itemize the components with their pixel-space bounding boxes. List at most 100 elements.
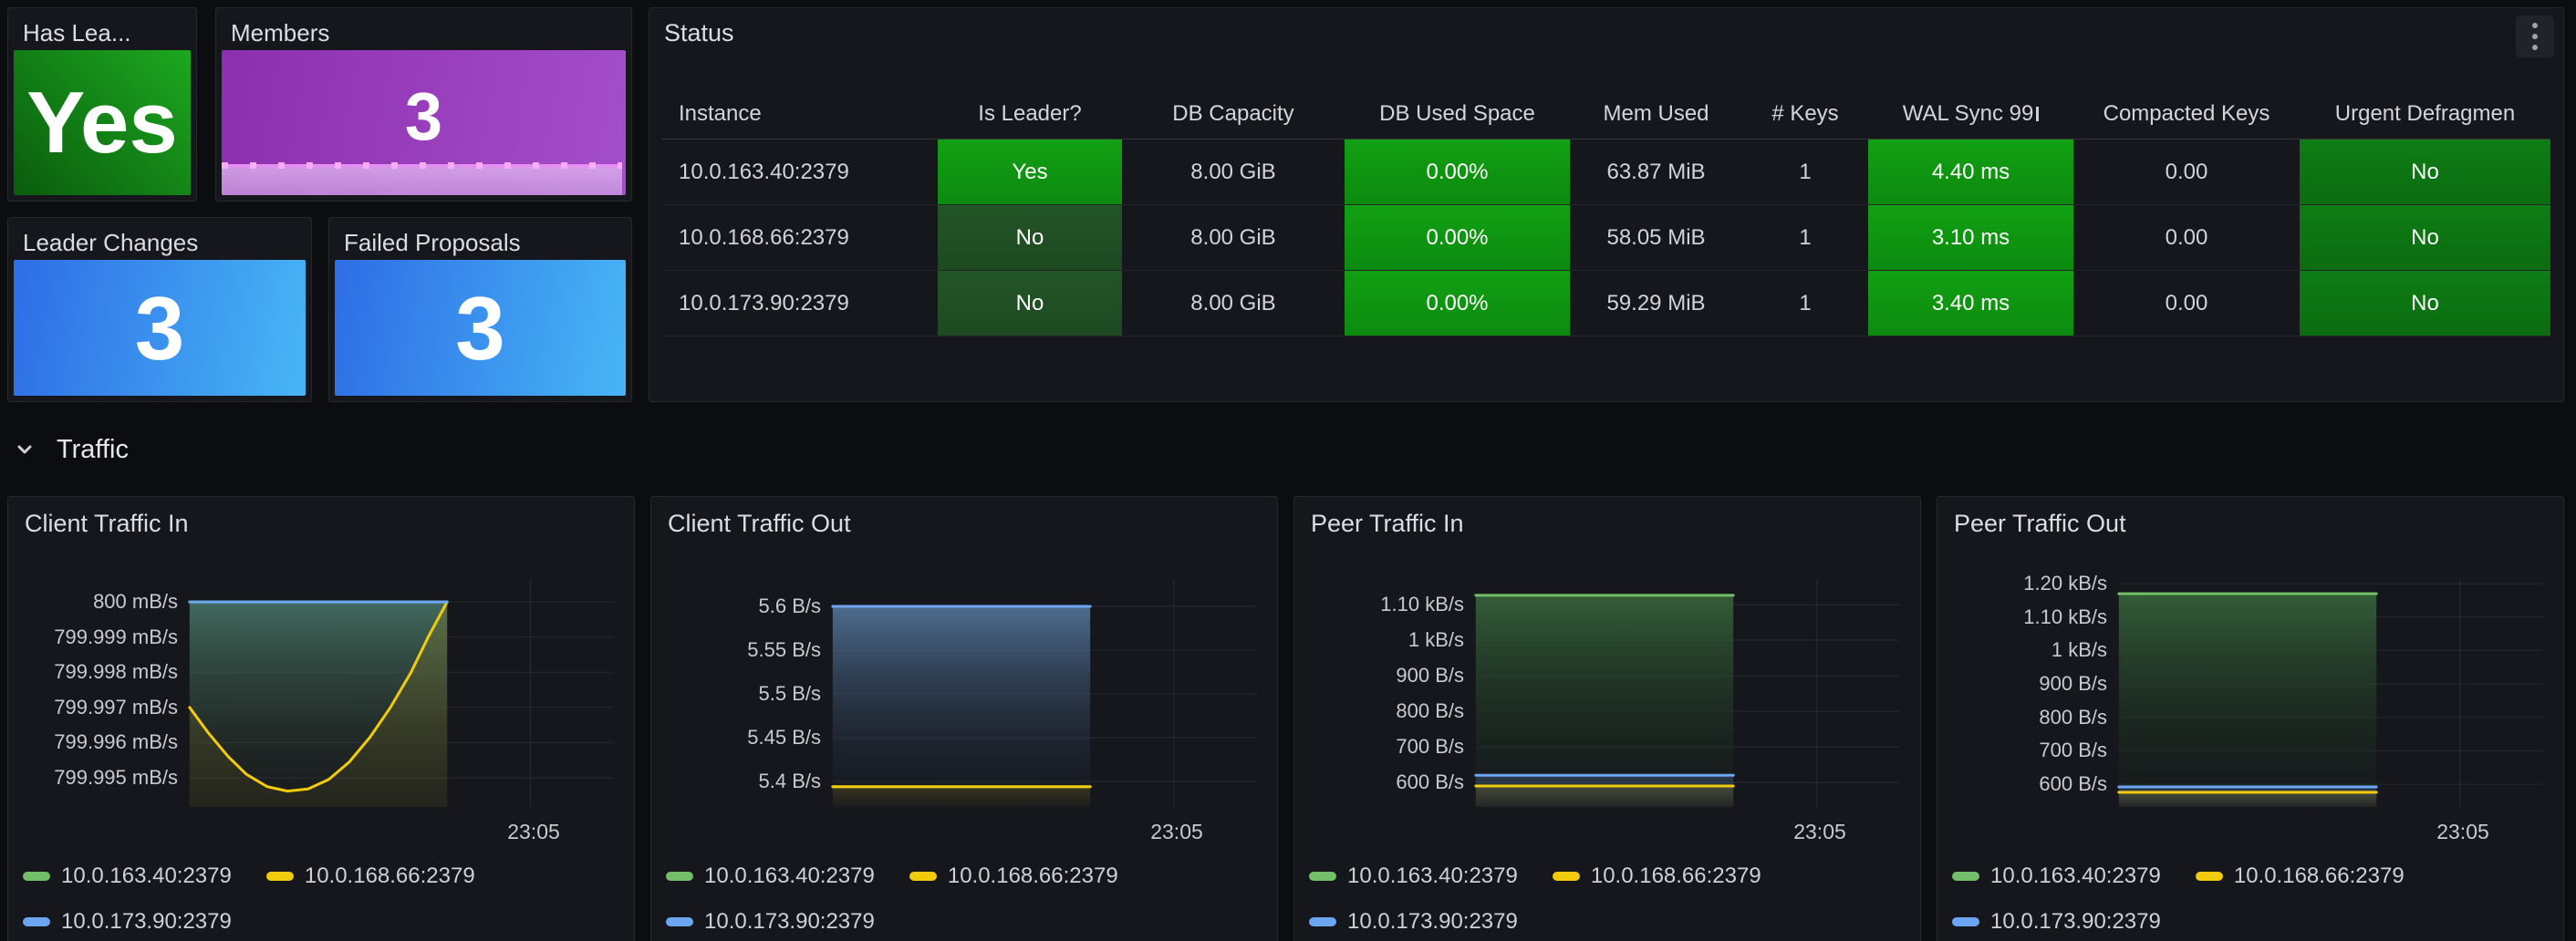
chart-legend: 10.0.163.40:2379 10.0.168.66:2379 10.0.173… xyxy=(1952,863,2543,935)
legend-item[interactable]: 10.0.173.90:2379 xyxy=(1952,909,2161,935)
chart-legend: 10.0.163.40:2379 10.0.168.66:2379 10.0.173… xyxy=(1309,863,1900,935)
col-header-is-leader[interactable]: Is Leader? xyxy=(978,100,1082,126)
traffic-charts-row: Client Traffic In 800 mB/s 799.999 mB/s 79… xyxy=(7,496,2564,941)
members-sparkline xyxy=(222,162,622,195)
chart-peer-traffic-in: 1.10 kB/s 1 kB/s 900 B/s 800 B/s 700 B/s 600 … xyxy=(1294,497,1920,941)
col-header-urgent-defragment[interactable]: Urgent Defragmen xyxy=(2334,100,2516,126)
sparkline-points xyxy=(222,162,622,169)
panel-title[interactable]: Status xyxy=(664,19,734,47)
y-axis-tick-label: 1 kB/s xyxy=(1407,628,1464,652)
cell-keys: 1 xyxy=(1799,290,1812,315)
legend-item[interactable]: 10.0.163.40:2379 xyxy=(1952,863,2161,889)
y-axis-tick-label: 799.999 mB/s xyxy=(54,625,178,648)
table-row: 10.0.168.66:2379 No 8.00 GiB 0.00% 58.05… xyxy=(662,205,2550,271)
failed-proposals-stat: 3 xyxy=(335,260,626,396)
stat-value: 3 xyxy=(134,277,185,378)
legend-series-marker xyxy=(1309,917,1336,926)
y-axis-tick-label: 800 mB/s xyxy=(93,590,178,614)
stat-value: Yes xyxy=(26,73,178,171)
chart-legend: 10.0.163.40:2379 10.0.168.66:2379 10.0.173… xyxy=(23,863,614,935)
section-traffic-toggle[interactable]: Traffic xyxy=(13,425,129,474)
cell-instance: 10.0.173.90:2379 xyxy=(679,290,849,315)
legend-item[interactable]: 10.0.168.66:2379 xyxy=(1552,863,1761,889)
col-header-compacted-keys[interactable]: Compacted Keys xyxy=(2103,100,2270,126)
cell-db-used: 0.00% xyxy=(1345,271,1570,336)
cell-instance: 10.0.163.40:2379 xyxy=(679,159,849,184)
cell-is-leader: No xyxy=(938,205,1122,270)
panel-title[interactable]: Peer Traffic Out xyxy=(1954,510,2126,537)
y-axis-tick-label: 1.10 kB/s xyxy=(2023,605,2107,628)
cell-wal-sync: 3.40 ms xyxy=(1868,271,2073,336)
col-header-db-capacity[interactable]: DB Capacity xyxy=(1172,100,1294,126)
y-axis-tick-label: 900 B/s xyxy=(2039,672,2107,696)
legend-series-name: 10.0.173.90:2379 xyxy=(1347,909,1518,934)
legend-series-marker xyxy=(1952,872,1979,881)
x-axis-tick-label: 23:05 xyxy=(2436,820,2489,843)
cell-db-used: 0.00% xyxy=(1345,205,1570,270)
y-axis-tick-label: 799.995 mB/s xyxy=(54,765,178,789)
col-header-db-used-space[interactable]: DB Used Space xyxy=(1379,100,1535,126)
cell-compacted: 0.00 xyxy=(2165,290,2208,315)
col-header-mem-used[interactable]: Mem Used xyxy=(1603,100,1709,126)
y-axis-tick-label: 5.6 B/s xyxy=(758,595,821,618)
legend-item[interactable]: 10.0.163.40:2379 xyxy=(1309,863,1518,889)
cell-compacted: 0.00 xyxy=(2165,159,2208,184)
cell-is-leader: Yes xyxy=(938,140,1122,204)
section-title: Traffic xyxy=(57,434,129,464)
cell-urgent-defrag: No xyxy=(2300,205,2550,270)
y-axis-tick-label: 799.997 mB/s xyxy=(54,695,178,719)
legend-series-name: 10.0.168.66:2379 xyxy=(304,863,475,888)
y-axis-tick-label: 700 B/s xyxy=(2039,739,2107,762)
legend-series-name: 10.0.163.40:2379 xyxy=(61,863,232,888)
panel-title[interactable]: Failed Proposals xyxy=(344,229,521,256)
panel-title[interactable]: Has Lea... xyxy=(23,19,131,47)
legend-item[interactable]: 10.0.173.90:2379 xyxy=(1309,909,1518,935)
legend-series-name: 10.0.163.40:2379 xyxy=(704,863,875,888)
legend-item[interactable]: 10.0.173.90:2379 xyxy=(23,909,232,935)
legend-item[interactable]: 10.0.168.66:2379 xyxy=(265,863,475,889)
legend-series-marker xyxy=(909,872,937,881)
legend-series-marker xyxy=(23,872,50,881)
cell-mem-used: 58.05 MiB xyxy=(1606,224,1706,250)
col-header-keys[interactable]: # Keys xyxy=(1771,100,1839,126)
legend-series-name: 10.0.163.40:2379 xyxy=(1347,863,1518,888)
x-axis-tick-label: 23:05 xyxy=(507,820,560,843)
panel-client-traffic-in: Client Traffic In 800 mB/s 799.999 mB/s 79… xyxy=(7,496,635,941)
panel-title[interactable]: Client Traffic In xyxy=(25,510,189,537)
cell-db-capacity: 8.00 GiB xyxy=(1190,290,1276,315)
chevron-down-icon xyxy=(13,438,36,461)
cell-wal-sync: 4.40 ms xyxy=(1868,140,2073,204)
panel-title[interactable]: Peer Traffic In xyxy=(1311,510,1464,537)
cell-is-leader: No xyxy=(938,271,1122,336)
panel-peer-traffic-in: Peer Traffic In 1.10 kB/s 1 kB/s 900 B/s 80… xyxy=(1293,496,1921,941)
y-axis-tick-label: 5.4 B/s xyxy=(758,769,821,792)
col-header-wal-sync-label: WAL Sync 99 xyxy=(1902,100,2034,126)
legend-item[interactable]: 10.0.163.40:2379 xyxy=(666,863,875,889)
legend-item[interactable]: 10.0.168.66:2379 xyxy=(2195,863,2405,889)
legend-series-name: 10.0.173.90:2379 xyxy=(1990,909,2161,934)
panel-title[interactable]: Client Traffic Out xyxy=(668,510,851,537)
cell-urgent-defrag: No xyxy=(2300,140,2550,204)
chart-peer-traffic-out: 1.20 kB/s 1.10 kB/s 1 kB/s 900 B/s 800 B/s 70… xyxy=(1937,497,2563,941)
panel-has-leader: Has Lea... Yes xyxy=(7,7,197,202)
legend-item[interactable]: 10.0.163.40:2379 xyxy=(23,863,232,889)
cell-mem-used: 59.29 MiB xyxy=(1606,290,1706,315)
legend-series-name: 10.0.168.66:2379 xyxy=(1590,863,1761,888)
y-axis-tick-label: 700 B/s xyxy=(1396,735,1464,759)
kebab-menu-button[interactable] xyxy=(2516,16,2554,57)
stat-value: 3 xyxy=(455,277,505,378)
legend-item[interactable]: 10.0.168.66:2379 xyxy=(909,863,1118,889)
legend-series-name: 10.0.168.66:2379 xyxy=(2233,863,2405,888)
y-axis-tick-label: 600 B/s xyxy=(1396,770,1464,794)
panel-members: Members 3 xyxy=(215,7,632,202)
legend-series-marker xyxy=(666,917,693,926)
cell-db-used: 0.00% xyxy=(1345,140,1570,204)
panel-title[interactable]: Members xyxy=(231,19,330,47)
legend-item[interactable]: 10.0.173.90:2379 xyxy=(666,909,875,935)
col-header-wal-sync[interactable]: WAL Sync 99 xyxy=(1868,88,2073,139)
cell-db-capacity: 8.00 GiB xyxy=(1190,159,1276,184)
col-header-instance[interactable]: Instance xyxy=(679,100,762,126)
panel-title[interactable]: Leader Changes xyxy=(23,229,199,256)
y-axis-tick-label: 1.10 kB/s xyxy=(1380,593,1464,616)
